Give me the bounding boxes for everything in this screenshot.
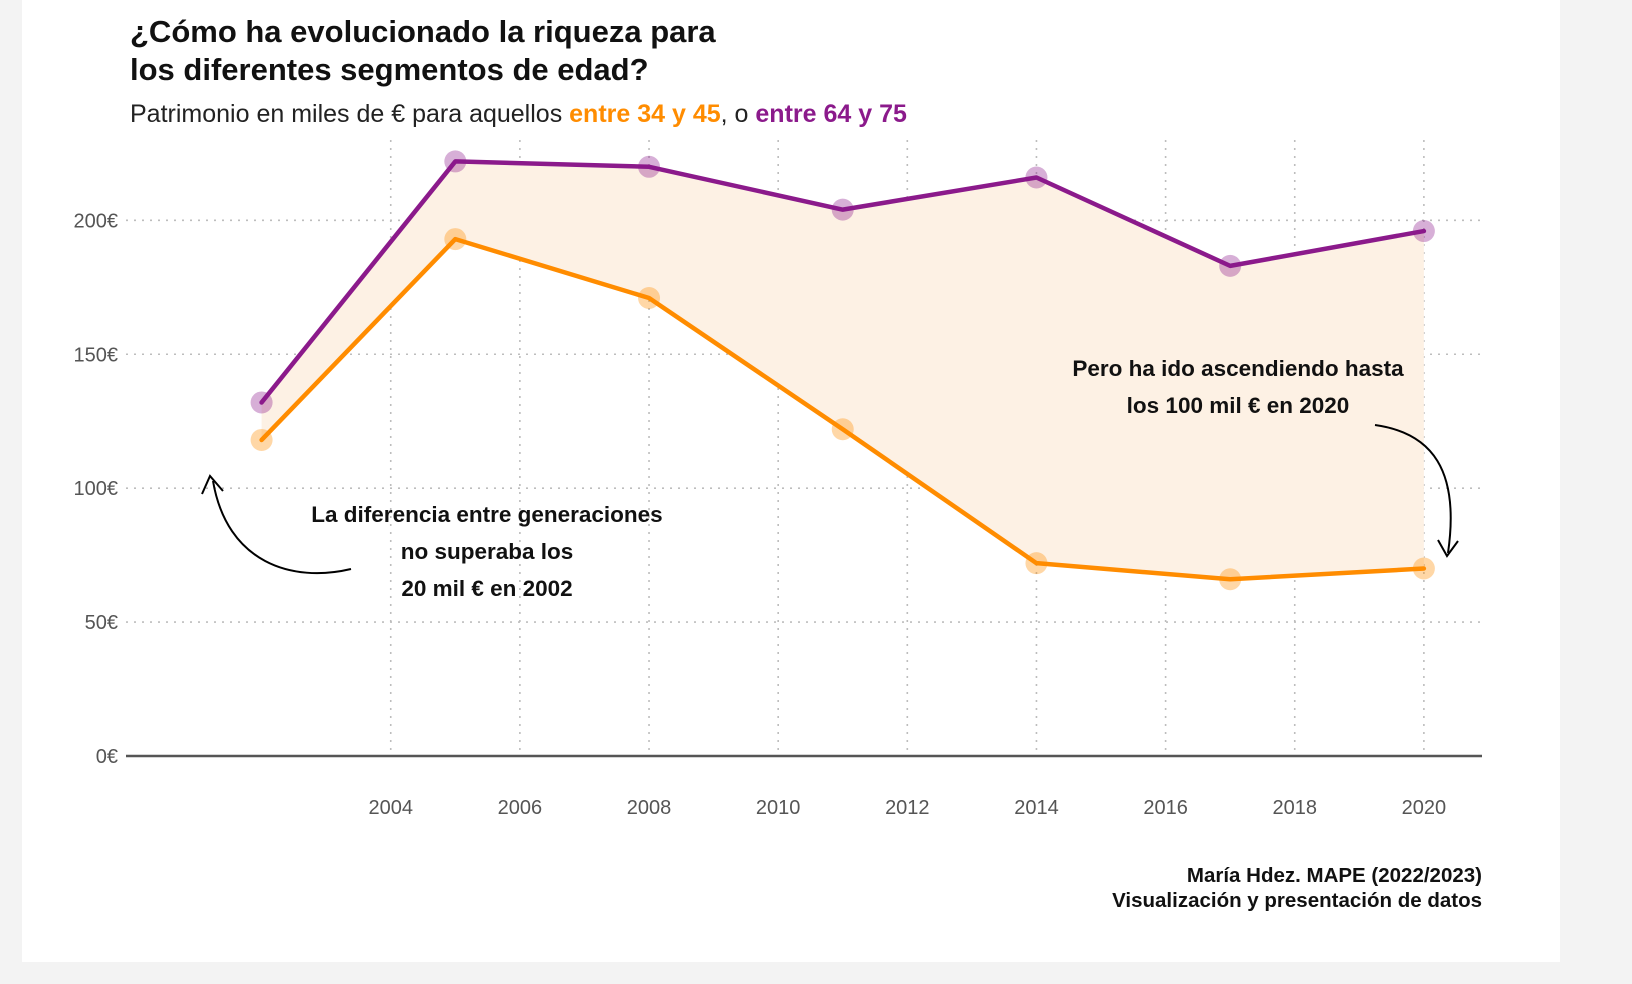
x-tick-label-2020: 2020 [1402, 797, 1447, 819]
series-old [250, 150, 1435, 414]
x-tick-label-2018: 2018 [1272, 797, 1317, 819]
chart-title-line-1: ¿Cómo ha evolucionado la riqueza para [130, 14, 716, 49]
series-line-young [259, 236, 1427, 582]
annotation-left-arrowhead [201, 474, 224, 495]
y-tick-label-0: 0€ [96, 746, 118, 768]
point-old-2020 [1412, 220, 1435, 243]
chart-panel: ¿Cómo ha evolucionado la riqueza para lo… [22, 0, 1560, 962]
subtitle-highlight-old: entre 64 y 75 [755, 100, 907, 128]
point-young-2020 [1412, 557, 1435, 580]
point-old-2005 [444, 150, 467, 173]
point-young-2017 [1219, 568, 1242, 591]
y-tick-label-100: 100€ [74, 478, 119, 500]
subtitle-prefix: Patrimonio en miles de € para aquellos [130, 100, 569, 128]
point-young-2005 [444, 228, 467, 251]
series-line-old [259, 159, 1427, 405]
chart-title-line-2: los diferentes segmentos de edad? [130, 52, 649, 87]
subtitle-highlight-young: entre 34 y 45 [569, 100, 721, 128]
subtitle-middle: , o [721, 100, 756, 128]
annotation-right-arrow [1374, 424, 1452, 554]
x-tick-label-2010: 2010 [756, 797, 801, 819]
chart-subtitle: Patrimonio en miles de € para aquellos e… [130, 100, 907, 128]
point-young-2002 [250, 428, 273, 451]
x-tick-label-2016: 2016 [1143, 797, 1188, 819]
annotation-left-arrow [212, 480, 352, 575]
wealth-line-chart: ¿Cómo ha evolucionado la riqueza para lo… [74, 14, 1482, 912]
annotation-right: Pero ha ido ascendiendo hasta los 100 mi… [1072, 356, 1459, 558]
series [250, 150, 1435, 591]
caption-line-2: Visualización y presentación de datos [1112, 889, 1482, 912]
annotation-right-line-1: Pero ha ido ascendiendo hasta [1072, 356, 1404, 381]
point-young-2008 [638, 287, 661, 310]
annotation-right-line-2: los 100 mil € en 2020 [1127, 393, 1350, 418]
x-tick-label-2006: 2006 [498, 797, 543, 819]
x-tick-label-2012: 2012 [885, 797, 930, 819]
annotation-left-line-3: 20 mil € en 2002 [401, 576, 572, 601]
point-old-2008 [638, 155, 661, 178]
ribbon-area [261, 161, 1424, 580]
annotation-left-line-1: La diferencia entre generaciones [311, 502, 662, 527]
series-young [250, 228, 1435, 591]
point-old-2002 [250, 391, 273, 414]
gap-ribbon [261, 161, 1424, 580]
point-young-2011 [831, 418, 854, 441]
point-old-2014 [1025, 166, 1048, 189]
x-tick-label-2004: 2004 [368, 797, 413, 819]
annotation-right-arrowhead [1437, 539, 1459, 558]
point-young-2014 [1025, 552, 1048, 575]
y-tick-label-50: 50€ [85, 612, 118, 634]
point-old-2017 [1219, 254, 1242, 277]
y-tick-label-150: 150€ [74, 344, 119, 366]
x-tick-label-2008: 2008 [627, 797, 672, 819]
caption-line-1: María Hdez. MAPE (2022/2023) [1187, 864, 1482, 887]
axes: 0€ 50€ 100€ 150€ 200€ 2004 2006 2008 2010 2012 201… [74, 210, 1482, 819]
annotation-left-line-2: no superaba los [401, 539, 574, 564]
annotation-left: La diferencia entre generaciones no supe… [201, 474, 663, 601]
x-tick-label-2014: 2014 [1014, 797, 1059, 819]
point-old-2011 [831, 198, 854, 221]
y-tick-label-200: 200€ [74, 210, 119, 232]
